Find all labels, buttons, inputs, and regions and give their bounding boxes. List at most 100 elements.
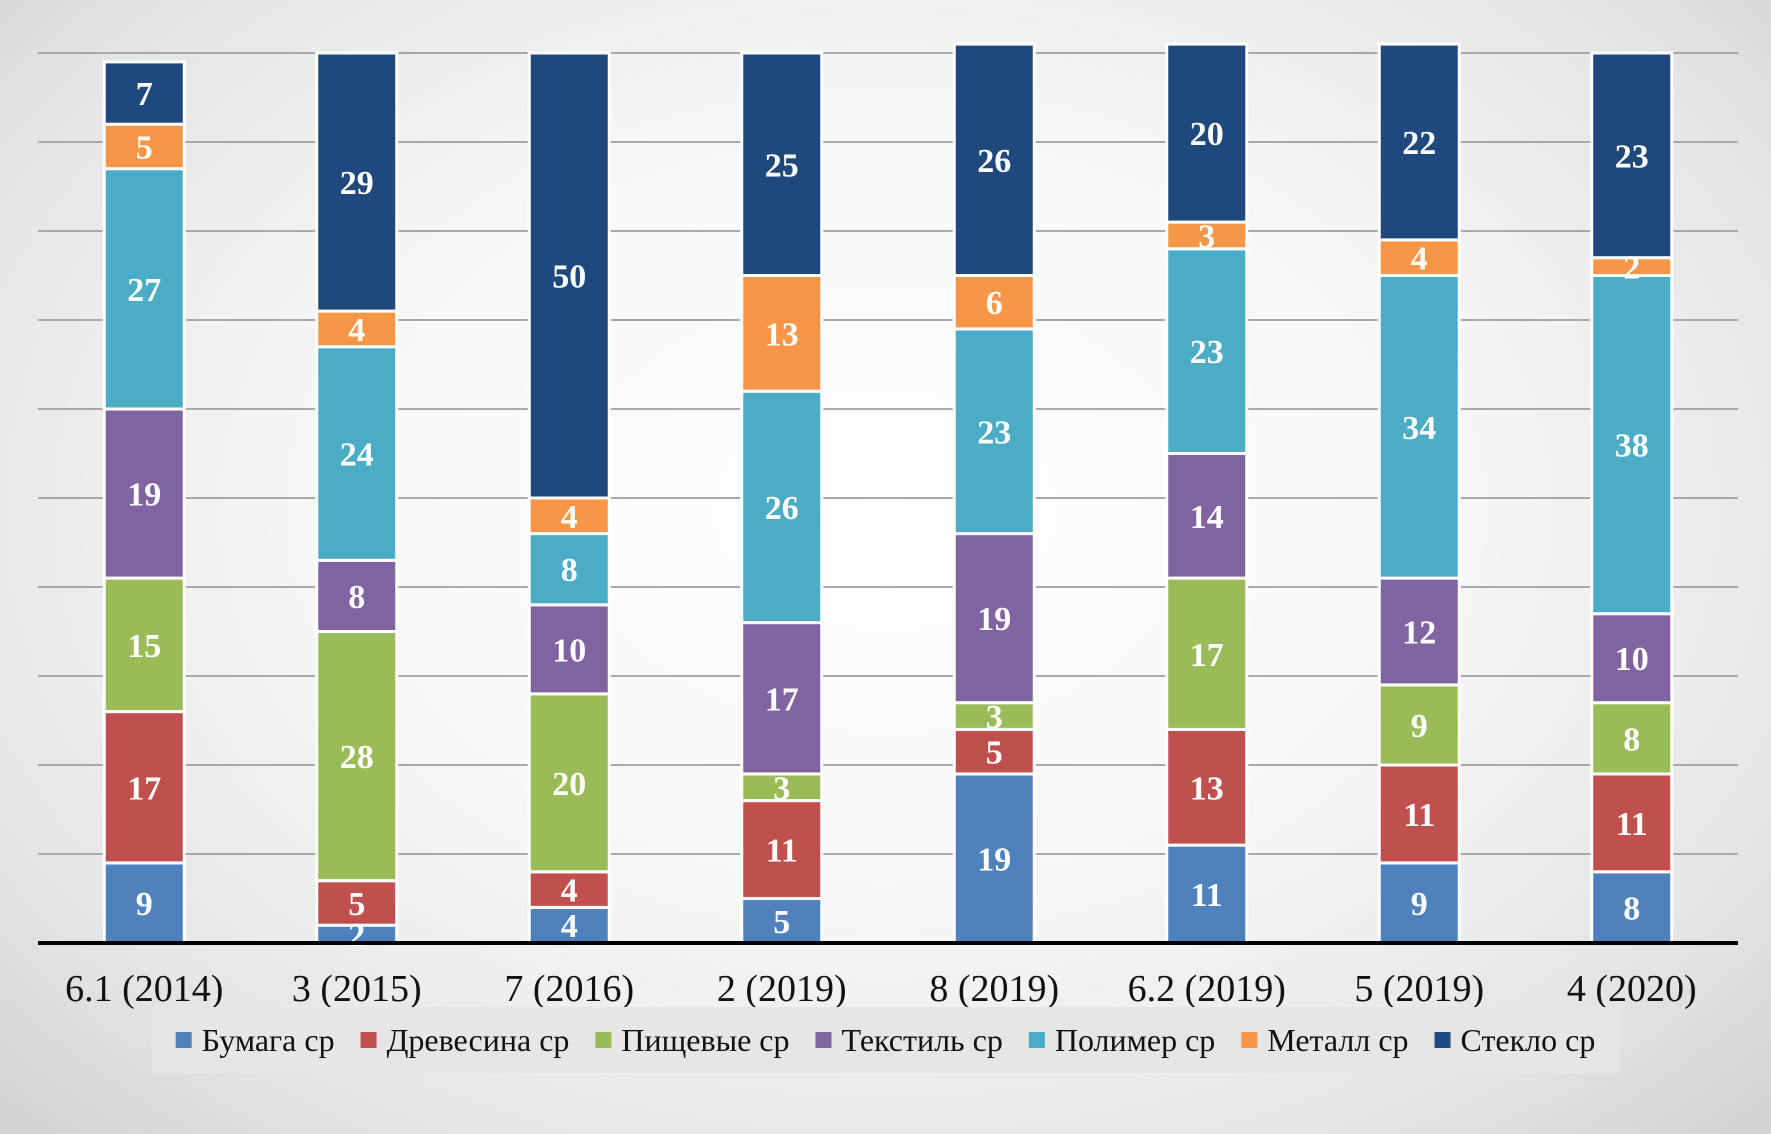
data-label: 10 <box>552 632 586 669</box>
data-label: 7 <box>136 76 153 113</box>
legend-swatch <box>595 1032 612 1048</box>
bar-segment <box>1590 772 1674 874</box>
data-label: 5 <box>348 886 365 923</box>
bar-segment <box>102 167 186 411</box>
bar-segment <box>527 870 611 909</box>
data-label: 34 <box>1402 410 1436 447</box>
bar-segment <box>527 692 611 874</box>
data-label: 38 <box>1615 428 1649 465</box>
bar-segment <box>1377 576 1461 687</box>
legend-label: Металл ср <box>1267 1022 1408 1058</box>
data-label: 5 <box>136 129 153 166</box>
bar-segment <box>952 42 1036 277</box>
data-label: 26 <box>765 490 799 527</box>
bar-segment <box>102 122 186 171</box>
data-label: 11 <box>1403 797 1435 834</box>
data-label: 4 <box>1411 241 1428 278</box>
data-label: 20 <box>552 766 586 803</box>
bar-segment <box>740 799 824 900</box>
bar-segment <box>1377 683 1461 767</box>
data-label: 27 <box>127 272 161 309</box>
data-label: 13 <box>765 316 799 353</box>
data-label: 13 <box>1190 770 1224 807</box>
legend-swatch <box>1028 1032 1045 1048</box>
bar-segment <box>102 60 186 126</box>
data-label: 6 <box>986 285 1003 322</box>
legend-swatch <box>360 1032 377 1048</box>
data-label: 4 <box>561 499 578 536</box>
bar-segment <box>1165 247 1249 455</box>
data-label: 11 <box>766 833 798 870</box>
x-tick-label: 6.1 (2014) <box>65 968 223 1010</box>
legend-box <box>151 1007 1620 1073</box>
legend: Бумага ср Древесина ср Пищевые ср Текстиль … <box>151 1007 1620 1073</box>
data-label: 28 <box>340 739 374 776</box>
data-label: 11 <box>1616 806 1648 843</box>
bar-segment <box>1165 42 1249 224</box>
data-label: 4 <box>561 873 578 910</box>
data-labels: 9171519275725288244294420108450511317261… <box>127 76 1649 954</box>
legend-swatch <box>175 1032 192 1048</box>
bar-segment <box>740 389 824 625</box>
legend-swatch <box>1241 1032 1258 1048</box>
data-label: 17 <box>765 681 799 718</box>
x-tick-label: 2 (2019) <box>717 968 847 1010</box>
legend-label: Пищевые ср <box>621 1022 789 1058</box>
legend-label: Стекло ср <box>1461 1022 1596 1058</box>
bar-segment <box>1377 238 1461 277</box>
data-label: 4 <box>348 312 365 349</box>
bar-segment <box>1165 452 1249 580</box>
bar-segment <box>1590 51 1674 260</box>
bar-segment <box>315 51 399 313</box>
legend-label: Бумага ср <box>202 1022 335 1058</box>
bar-segment <box>740 621 824 776</box>
data-label: 20 <box>1190 116 1224 153</box>
bar-segment <box>1377 274 1461 580</box>
data-label: 19 <box>977 841 1011 878</box>
bar-segment <box>315 630 399 883</box>
x-tick-label: 3 (2015) <box>292 968 422 1010</box>
data-label: 12 <box>1402 615 1436 652</box>
data-label: 3 <box>1198 218 1215 255</box>
data-label: 19 <box>127 477 161 514</box>
x-tick-label: 8 (2019) <box>929 968 1059 1010</box>
data-label: 14 <box>1190 499 1224 536</box>
bar-segment <box>740 274 824 393</box>
bar-segment <box>952 327 1036 536</box>
data-label: 26 <box>977 143 1011 180</box>
data-label: 11 <box>1191 877 1223 914</box>
bar-segment <box>1377 42 1461 242</box>
x-tick-label: 5 (2019) <box>1354 968 1484 1010</box>
data-label: 5 <box>773 904 790 941</box>
bar-segment <box>102 407 186 580</box>
legend-swatch <box>1434 1032 1451 1048</box>
bars <box>102 42 1674 945</box>
bar-segment <box>952 274 1036 331</box>
data-label: 22 <box>1402 125 1436 162</box>
bar-segment <box>315 879 399 927</box>
data-label: 9 <box>136 886 153 923</box>
x-tick-label: 7 (2016) <box>504 968 634 1010</box>
data-label: 3 <box>773 770 790 807</box>
data-label: 15 <box>127 628 161 665</box>
data-label: 9 <box>1411 708 1428 745</box>
data-label: 17 <box>1190 637 1224 674</box>
data-label: 8 <box>1623 721 1640 758</box>
bar-segment <box>740 897 824 945</box>
bar-segment <box>1377 861 1461 945</box>
data-label: 8 <box>348 579 365 616</box>
x-tick-label: 6.2 (2019) <box>1128 968 1286 1010</box>
data-label: 29 <box>340 165 374 202</box>
data-label: 8 <box>561 552 578 589</box>
bar-segment <box>952 727 1036 776</box>
data-label: 25 <box>765 147 799 184</box>
bar-segment <box>527 51 611 500</box>
data-label: 10 <box>1615 641 1649 678</box>
data-label: 23 <box>1190 334 1224 371</box>
bar-segment <box>952 532 1036 705</box>
legend-label: Древесина ср <box>387 1022 570 1058</box>
data-label: 19 <box>977 601 1011 638</box>
data-label: 50 <box>552 259 586 296</box>
